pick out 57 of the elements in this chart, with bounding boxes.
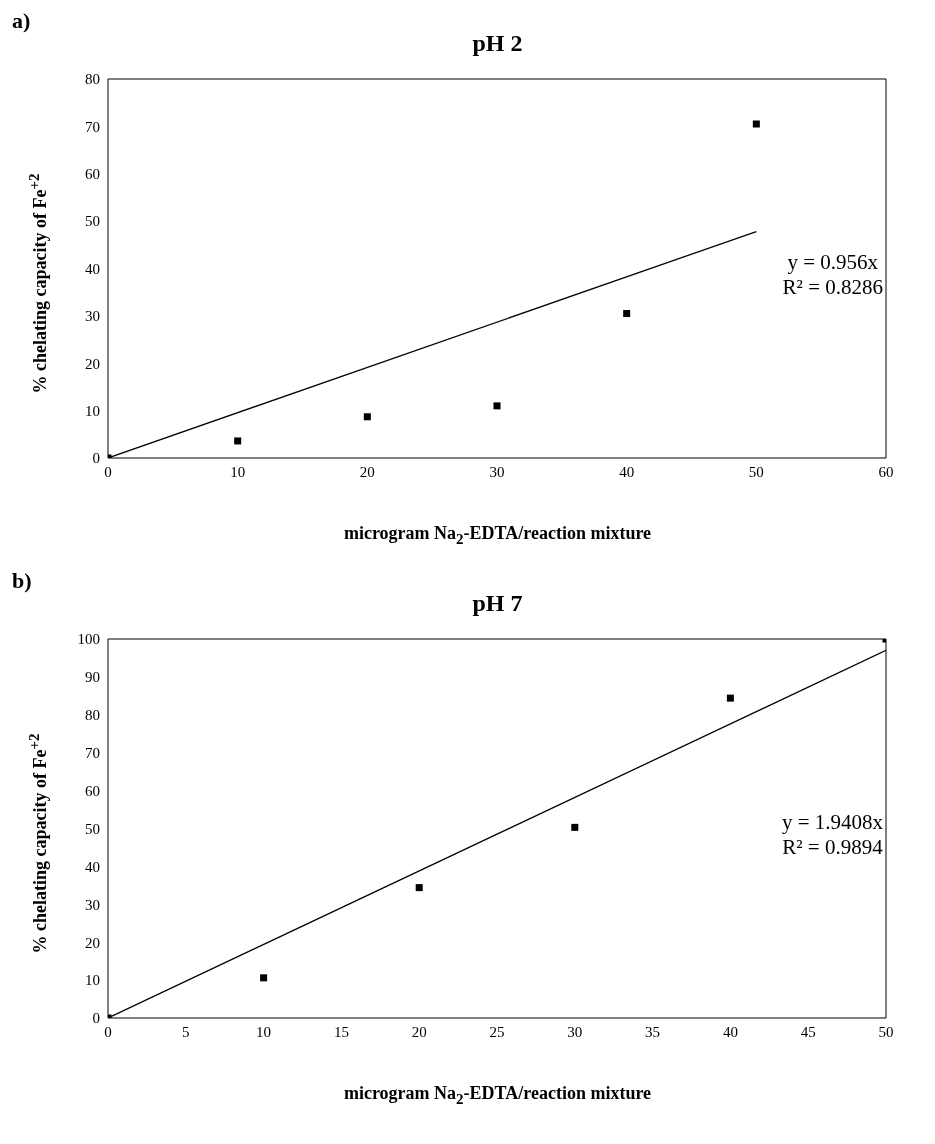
y-tick-label: 80 (85, 71, 100, 88)
y-tick-label: 50 (85, 820, 100, 837)
y-tick-label: 60 (85, 782, 100, 799)
point (415, 884, 423, 892)
y-tick-label: 30 (85, 308, 100, 325)
x-tick-label: 5 (182, 1023, 190, 1040)
point (752, 120, 760, 128)
y-tick-label: 10 (85, 402, 100, 419)
x-tick-label: 30 (567, 1023, 583, 1040)
annotation: R² = 0.8286 (782, 275, 883, 301)
y-tick-label: 20 (85, 355, 100, 372)
x-tick-label: 25 (489, 1023, 505, 1040)
x-tick-label: 20 (359, 463, 375, 480)
y-tick-label: 30 (85, 896, 100, 913)
point (623, 310, 631, 318)
x-tick-label: 40 (619, 463, 635, 480)
x-tick-label: 50 (878, 1023, 894, 1040)
y-tick-label: 100 (77, 631, 100, 648)
point (234, 437, 242, 445)
point (726, 694, 734, 702)
y-tick-label: 70 (85, 118, 100, 135)
chart-title: pH 7 (471, 590, 524, 617)
x-tick-label: 50 (748, 463, 764, 480)
x-axis-title: microgram Na$_{2}$-EDTA/reaction mixture (342, 1083, 653, 1108)
x-tick-label: 20 (411, 1023, 427, 1040)
y-tick-label: 60 (85, 166, 100, 183)
y-tick-label: 70 (85, 745, 100, 762)
y-tick-label: 0 (92, 450, 100, 467)
y-tick-label: 0 (92, 1010, 100, 1027)
x-tick-label: 10 (230, 463, 246, 480)
point (571, 823, 579, 831)
x-tick-label: 60 (878, 463, 894, 480)
point (363, 413, 371, 421)
point (260, 974, 268, 982)
y-tick-label: 20 (85, 934, 100, 951)
x-axis-title: microgram Na$_{2}$-EDTA/reaction mixture (342, 523, 653, 548)
x-tick-label: 40 (722, 1023, 738, 1040)
x-tick-label: 35 (645, 1023, 661, 1040)
y-tick-label: 40 (85, 260, 100, 277)
x-tick-label: 15 (333, 1023, 349, 1040)
chart-title: pH 2 (471, 30, 524, 57)
x-tick-label: 0 (104, 463, 112, 480)
x-tick-label: 45 (800, 1023, 816, 1040)
x-tick-label: 10 (256, 1023, 272, 1040)
y-tick-label: 50 (85, 213, 100, 230)
x-tick-label: 0 (104, 1023, 112, 1040)
y-tick-label: 40 (85, 858, 100, 875)
x-tick-label: 30 (489, 463, 505, 480)
y-tick-label: 10 (85, 972, 100, 989)
point (493, 402, 501, 410)
annotation: y = 0.956x (786, 250, 880, 276)
y-tick-label: 90 (85, 669, 100, 686)
annotation: y = 1.9408x (781, 810, 883, 836)
annotation: R² = 0.9894 (781, 835, 883, 861)
y-tick-label: 80 (85, 707, 100, 724)
text: b) (12, 568, 32, 594)
text: a) (12, 8, 31, 34)
